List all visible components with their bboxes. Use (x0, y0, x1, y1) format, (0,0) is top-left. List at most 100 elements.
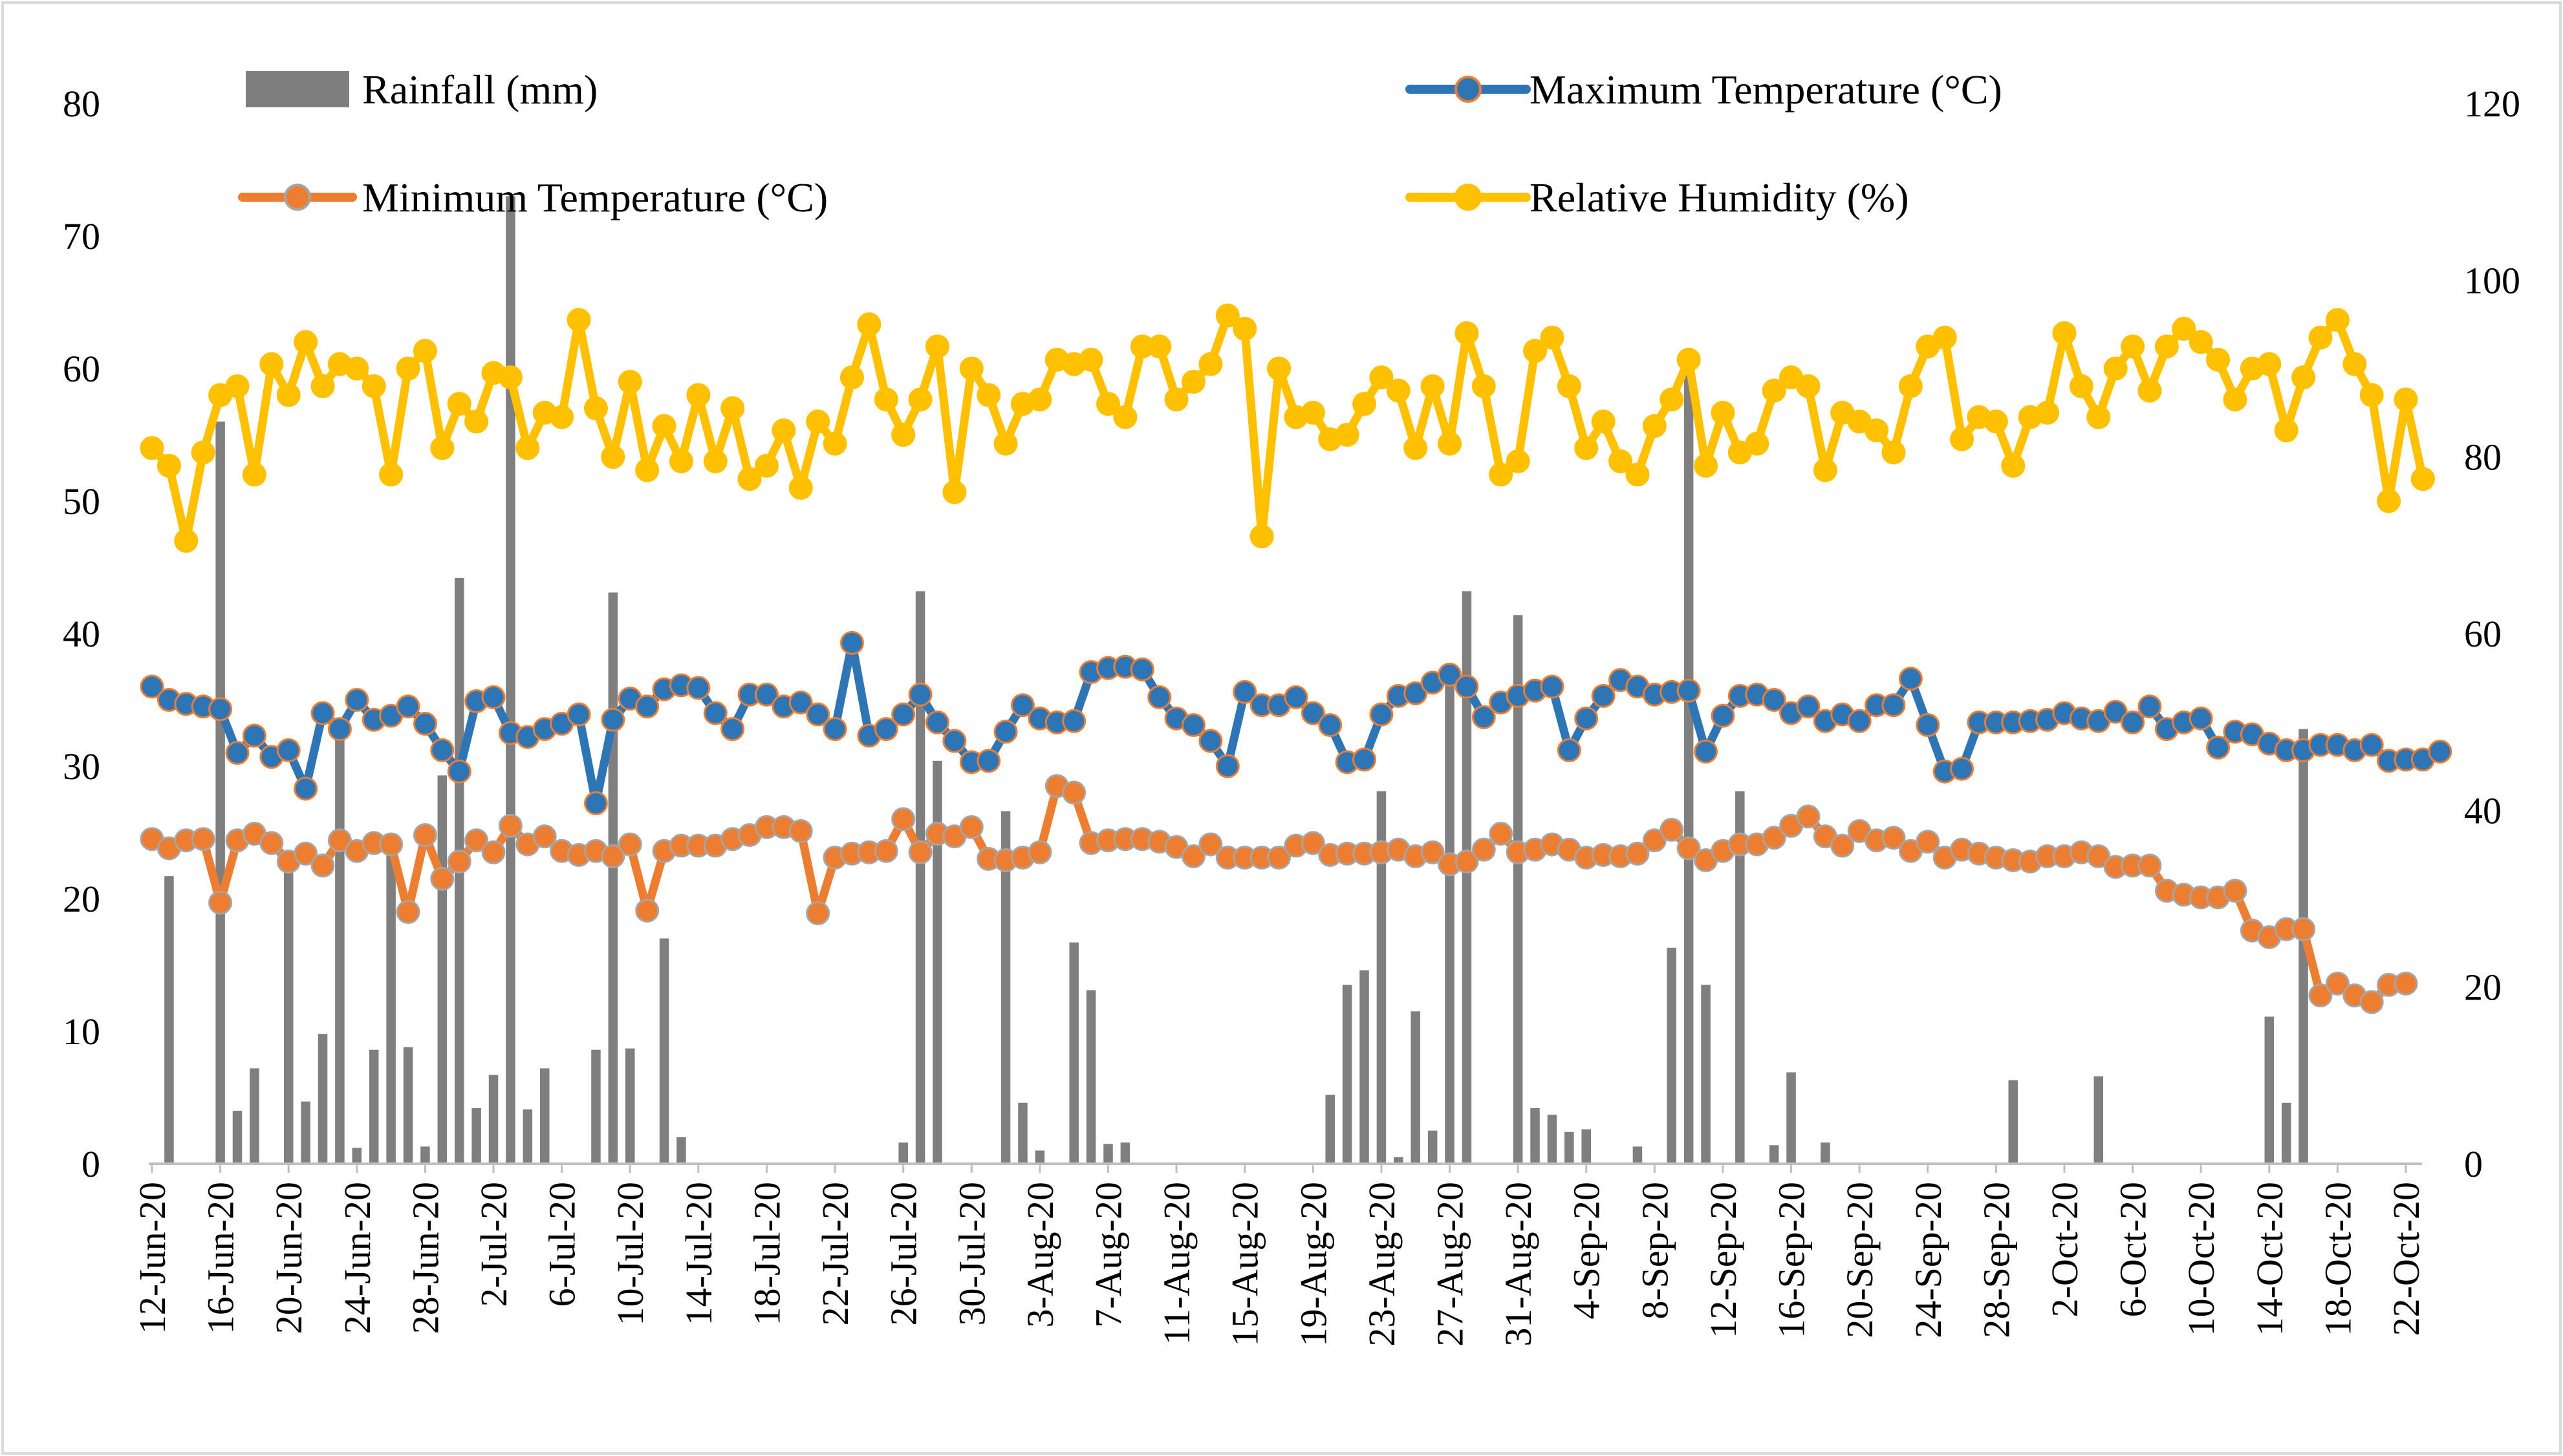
rainfall-bars (164, 196, 2308, 1164)
humidity-point (464, 409, 489, 434)
legend-item-min-temp: Minimum Temperature (°C) (238, 175, 828, 220)
humidity-point (2257, 352, 2282, 376)
min-temp-point (481, 840, 506, 864)
rainfall-bar (1394, 1157, 1403, 1164)
humidity-point (806, 409, 830, 434)
max-temp-point (1318, 712, 1343, 737)
humidity-point (1676, 347, 1701, 372)
max-temp-point (1147, 685, 1172, 709)
x-tick-label: 15-Aug-20 (1224, 1182, 1266, 1347)
max-temp-point (1369, 702, 1394, 727)
humidity-point (2206, 347, 2231, 372)
rainfall-bar (1069, 942, 1079, 1164)
humidity-point (1267, 356, 1291, 381)
humidity-point (601, 445, 625, 469)
x-tick-label: 8-Sep-20 (1634, 1182, 1676, 1320)
max-temp-point (874, 717, 898, 742)
humidity-point (1898, 374, 1923, 398)
rainfall-bar (301, 1101, 310, 1164)
left-tick-label: 60 (63, 348, 100, 390)
humidity-point (1642, 414, 1667, 438)
x-tick-label: 27-Aug-20 (1429, 1182, 1471, 1347)
humidity-point (2189, 330, 2213, 354)
humidity-point (2342, 352, 2367, 376)
max-temp-point (1898, 667, 1923, 691)
x-tick-label: 24-Sep-20 (1907, 1182, 1949, 1338)
humidity-point (2359, 383, 2384, 407)
humidity-point (140, 436, 164, 460)
min-temp-point (430, 866, 455, 891)
humidity-point (2103, 356, 2128, 381)
rainfall-bar (386, 850, 396, 1164)
humidity-point (1301, 400, 1325, 425)
rainfall-bar (283, 856, 294, 1164)
humidity-point (157, 453, 181, 478)
right-tick-label: 100 (2464, 259, 2520, 301)
humidity-point (1813, 458, 1837, 482)
x-tick-label: 31-Aug-20 (1497, 1182, 1539, 1347)
min-temp-point (874, 839, 898, 863)
max-temp-point (413, 711, 437, 736)
left-tick-label: 80 (63, 83, 100, 125)
x-tick-label: 6-Jul-20 (541, 1182, 583, 1307)
max-temp-point (839, 630, 864, 655)
rainfall-bar (539, 1068, 550, 1164)
humidity-point (1625, 462, 1650, 487)
humidity-point (2069, 374, 2093, 398)
min-temp-point (532, 824, 557, 849)
humidity-point (1455, 321, 1479, 345)
humidity-point (1181, 370, 1206, 394)
min-temp-point (806, 901, 830, 926)
humidity-point (635, 458, 660, 482)
min-temp-point (1455, 850, 1479, 874)
min-temp-markers (140, 774, 2418, 1014)
min-temp-point (1881, 826, 1906, 850)
humidity-point (925, 334, 949, 359)
x-axis-ticks: 12-Jun-20 16-Jun-20 20-Jun-20 24-Jun-20 28-J… (131, 1164, 2427, 1347)
max-temp-point (208, 697, 233, 722)
max-temp-point (703, 701, 728, 725)
legend-label-humidity: Relative Humidity (%) (1530, 175, 1909, 220)
x-tick-label: 12-Sep-20 (1702, 1182, 1744, 1338)
humidity-point (891, 423, 916, 447)
humidity-point (1471, 374, 1496, 398)
humidity-point (242, 462, 266, 487)
max-temp-point (294, 776, 318, 801)
max-temp-point (754, 682, 779, 707)
right-tick-label: 60 (2464, 613, 2502, 655)
rainfall-bar (1513, 615, 1523, 1164)
left-tick-label: 0 (81, 1143, 100, 1185)
min-temp-point (618, 832, 642, 857)
max-temp-point (2121, 710, 2145, 734)
max-temp-point (891, 702, 916, 727)
humidity-markers (140, 303, 2435, 553)
max-temp-point (1471, 705, 1496, 729)
min-temp-point (891, 807, 916, 831)
humidity-point (1865, 418, 1889, 443)
rainfall-bar (1667, 947, 1676, 1164)
max-temp-point (1847, 709, 1872, 733)
humidity-point (1096, 392, 1120, 416)
min-temp-point (379, 832, 404, 857)
x-tick-label: 11-Aug-20 (1156, 1182, 1198, 1345)
humidity-point (1147, 334, 1172, 359)
humidity-point (1881, 440, 1906, 465)
rainfall-bar (625, 1048, 635, 1164)
humidity-point (754, 453, 779, 478)
min-temp-point (601, 844, 625, 868)
x-tick-label: 20-Jun-20 (268, 1182, 310, 1334)
rainfall-bar (1786, 1072, 1796, 1164)
rainfall-bar (1376, 791, 1387, 1164)
min-temp-point (1181, 844, 1206, 868)
humidity-point (2274, 418, 2298, 443)
series-markers (140, 303, 2452, 1014)
max-temp-point (1284, 685, 1308, 709)
left-tick-label: 20 (63, 878, 100, 920)
rainfall-bar (437, 775, 448, 1164)
rainfall-bar (2093, 1076, 2104, 1164)
max-temp-point (977, 749, 1001, 773)
humidity-point (515, 436, 540, 460)
max-temp-point (2137, 694, 2162, 719)
humidity-point (2308, 325, 2333, 350)
